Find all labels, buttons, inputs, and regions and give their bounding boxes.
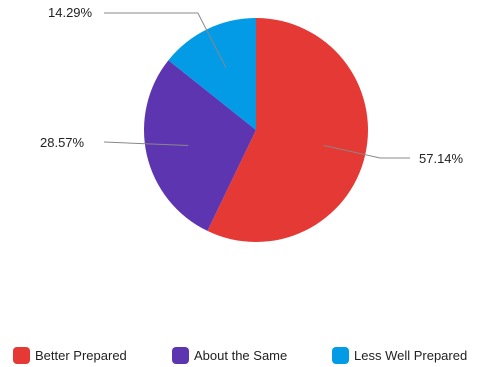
legend-item-better-prepared[interactable]: Better Prepared (13, 346, 127, 364)
legend-swatch-less-well-prepared (332, 346, 349, 364)
legend-label-better-prepared: Better Prepared (35, 347, 127, 363)
data-label-better-prepared: 57.14% (419, 151, 464, 166)
leader-lines (103, 12, 410, 159)
pie-slice-about-the-same[interactable] (143, 60, 256, 231)
legend-item-less-well-prepared[interactable]: Less Well Prepared (332, 346, 467, 364)
pie-slices (143, 18, 368, 242)
leader-line-about-the-same (103, 141, 189, 146)
data-label-about-the-same: 28.57% (40, 135, 85, 150)
pie-slice-better-prepared[interactable] (207, 18, 368, 242)
data-labels: 57.14% 28.57% 14.29% (40, 5, 464, 166)
legend-swatch-better-prepared (13, 346, 30, 364)
data-label-less-well-prepared: 14.29% (48, 5, 93, 20)
leader-line-less-well-prepared (104, 12, 227, 68)
legend-swatch-about-the-same (172, 346, 189, 364)
legend-label-about-the-same: About the Same (194, 347, 288, 363)
pie-slice-less-well-prepared[interactable] (168, 18, 256, 130)
legend-label-less-well-prepared: Less Well Prepared (354, 347, 468, 363)
leader-line-better-prepared (323, 144, 410, 159)
legend: Better Prepared About the Same Less Well… (0, 346, 484, 364)
legend-item-about-the-same[interactable]: About the Same (172, 346, 287, 364)
